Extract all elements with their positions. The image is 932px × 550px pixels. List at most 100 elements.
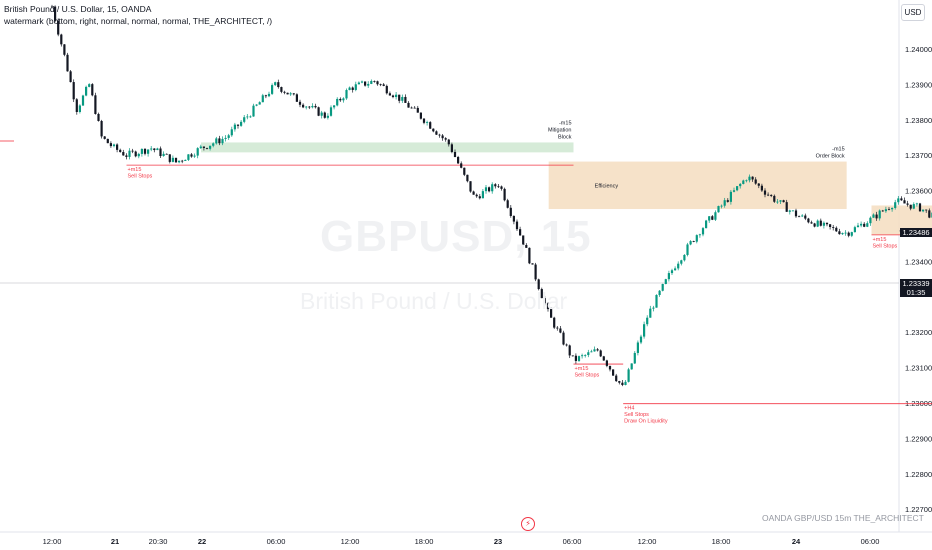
candle-body <box>683 254 686 261</box>
candle-body <box>50 6 54 8</box>
candle-body <box>447 139 450 145</box>
level-label-draw-on-liquidity-2: Draw On Liquidity <box>624 419 668 425</box>
level-label-sell-stops-2-1: Sell Stops <box>575 373 600 379</box>
candle-body <box>701 228 705 235</box>
candle-body <box>550 309 553 318</box>
candle-body <box>788 210 791 212</box>
candle-body <box>798 216 801 218</box>
candle-body <box>794 210 798 217</box>
candle-body <box>274 82 277 86</box>
candle-body <box>379 84 382 86</box>
candle-body <box>494 184 497 187</box>
candle-body <box>283 91 286 93</box>
y-tick-label-3: 1.23700 <box>905 151 932 160</box>
candle-body <box>608 365 612 370</box>
candle-body <box>463 167 466 175</box>
candle-body <box>571 355 574 357</box>
y-tick-label-5: 1.23400 <box>905 257 932 266</box>
candle-body <box>813 223 816 227</box>
candle-body <box>171 157 174 162</box>
candle-body <box>472 191 475 195</box>
candle-body <box>856 225 860 228</box>
candle-body <box>215 138 218 144</box>
candle-body <box>894 202 897 208</box>
candle-body <box>695 235 698 242</box>
candle-body <box>466 174 469 182</box>
candle-body <box>841 233 844 235</box>
candle-body <box>605 360 608 366</box>
candle-body <box>236 124 240 126</box>
currency-button[interactable]: USD <box>901 4 925 21</box>
candle-body <box>925 209 928 211</box>
candle-body <box>224 137 227 139</box>
candle-body <box>748 176 751 181</box>
lightning-icon[interactable]: ⚡ <box>521 517 535 531</box>
candle-body <box>298 101 302 105</box>
zone-label-order-block-1-0: -m15 <box>832 147 845 153</box>
watermark-indicator-legend[interactable]: watermark (bottom, right, normal, normal… <box>4 16 273 26</box>
x-tick-label-2: 20:30 <box>149 537 168 546</box>
candle-body <box>109 143 112 147</box>
candle-body <box>94 95 97 114</box>
y-tick-label-2: 1.23800 <box>905 116 932 125</box>
candle-body <box>450 144 453 152</box>
candle-body <box>739 183 742 187</box>
price-tag-level-value: 1.23486 <box>902 228 930 237</box>
candle-body <box>264 95 267 97</box>
candle-body <box>85 86 88 96</box>
candle-body <box>162 153 165 157</box>
candle-body <box>243 117 246 122</box>
candle-body <box>199 146 202 149</box>
y-tick-label-4: 1.23600 <box>905 187 932 196</box>
level-label-sell-stops-1-0: +m15 <box>128 167 142 173</box>
zone-mitigation-block <box>201 142 574 153</box>
price-tag-last-value: 1.23339 <box>902 279 930 288</box>
candle-body <box>181 160 184 162</box>
candle-body <box>54 6 57 21</box>
candle-body <box>577 356 581 361</box>
symbol-title[interactable]: British Pound / U.S. Dollar, 15, OANDA <box>4 4 152 14</box>
candle-body <box>674 268 677 271</box>
candle-body <box>677 263 680 269</box>
candle-body <box>388 93 391 96</box>
chart-header: British Pound / U.S. Dollar, 15, OANDA w… <box>4 3 272 27</box>
candle-body <box>426 122 429 123</box>
candle-body <box>410 107 413 109</box>
candle-body <box>593 349 596 352</box>
candle-body <box>209 145 212 149</box>
price-tag-last: 1.23339 01:35 <box>900 279 932 297</box>
candle-body <box>646 317 649 325</box>
candle-body <box>311 105 314 108</box>
candle-body <box>457 157 460 164</box>
candle-body <box>280 87 283 92</box>
candle-body <box>370 80 373 84</box>
candle-body <box>717 206 720 213</box>
candle-body <box>116 144 119 150</box>
candle-body <box>918 203 922 212</box>
candle-body <box>91 84 94 96</box>
candle-body <box>106 138 109 144</box>
x-tick-label-9: 12:00 <box>638 537 657 546</box>
candle-body <box>767 194 770 196</box>
candle-body <box>726 200 729 202</box>
candle-body <box>757 183 760 186</box>
candle-body <box>348 87 351 91</box>
candle-body <box>212 143 215 146</box>
candle-body <box>559 328 562 333</box>
candle-body <box>596 349 599 351</box>
candle-body <box>912 204 915 209</box>
candle-body <box>342 98 345 101</box>
zone-label-mitigation-block-2: Block <box>558 134 572 140</box>
candle-body <box>221 138 224 144</box>
x-tick-label-10: 18:00 <box>712 537 731 546</box>
candle-body <box>422 118 426 123</box>
candle-body <box>853 227 856 233</box>
candle-body <box>528 247 531 264</box>
candle-body <box>373 80 376 82</box>
candle-body <box>763 190 767 195</box>
candle-body <box>838 231 841 235</box>
candle-body <box>847 232 850 236</box>
candle-body <box>196 148 199 156</box>
candle-body <box>503 188 506 201</box>
